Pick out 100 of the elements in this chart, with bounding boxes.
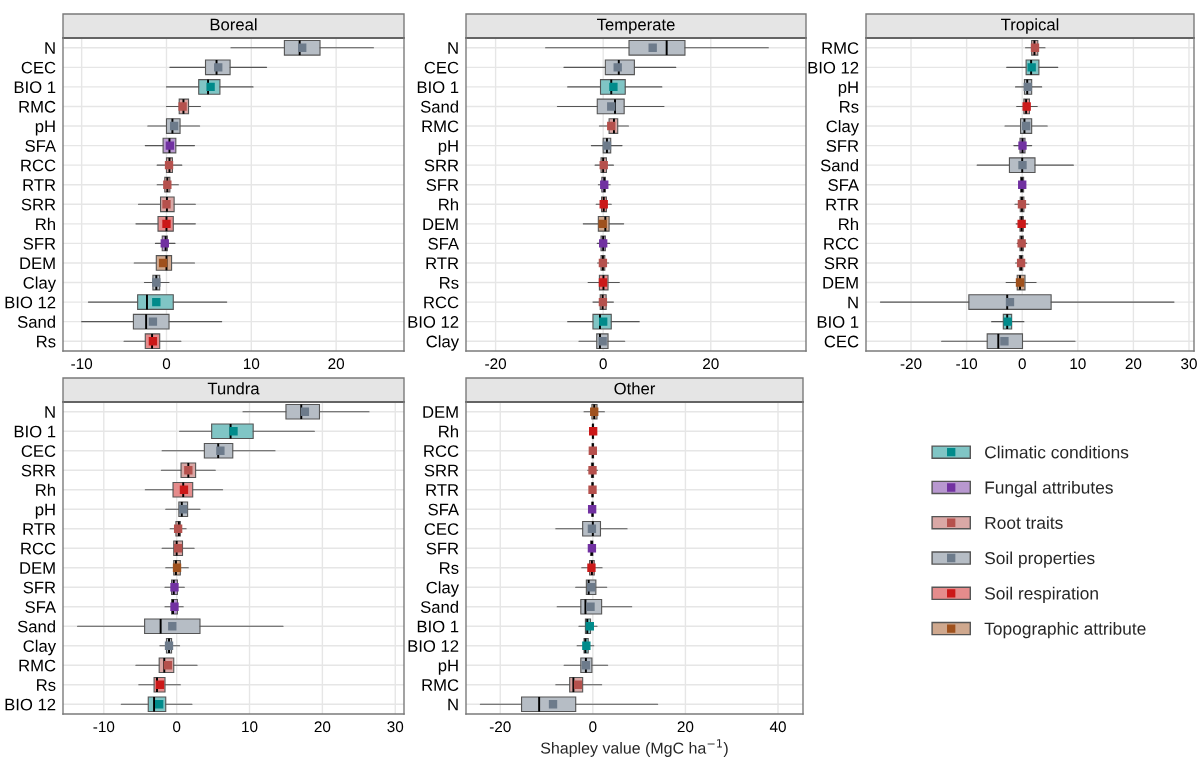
y-tick-label: RMC bbox=[422, 679, 459, 691]
y-tick-label: BIO 1 bbox=[14, 425, 56, 438]
y-tick-label: DEM bbox=[20, 257, 55, 270]
y-tick-label: SFR bbox=[23, 237, 56, 250]
y-tick-label: N bbox=[448, 698, 458, 711]
y-tick-label: Rh bbox=[439, 425, 458, 438]
x-tick-label: -20 bbox=[485, 358, 507, 370]
y-tick-label: SFR bbox=[826, 139, 859, 152]
x-tick-label: 30 bbox=[387, 721, 404, 733]
y-tick-label: pH bbox=[35, 120, 55, 136]
y-tick-label: CEC bbox=[824, 335, 859, 348]
y-tick-label: BIO 1 bbox=[417, 81, 459, 94]
y-tick-label: RCC bbox=[21, 542, 56, 555]
y-tick-label: CEC bbox=[21, 445, 56, 457]
x-tick-label: -10 bbox=[956, 358, 978, 370]
y-tick-label: N bbox=[45, 406, 55, 418]
y-tick-label: RTR bbox=[23, 523, 56, 535]
y-tick-label: Rh bbox=[839, 217, 858, 230]
legend-label: Soil properties bbox=[984, 551, 1095, 568]
y-tick-label: N bbox=[448, 42, 458, 54]
legend-label: Soil respiration bbox=[984, 586, 1098, 603]
y-tick-label: BIO 1 bbox=[817, 316, 859, 328]
y-tick-label: Clay bbox=[426, 581, 460, 597]
x-tick-label: 10 bbox=[242, 721, 258, 733]
y-tick-label: Rs bbox=[440, 277, 459, 289]
x-tick-label: 40 bbox=[769, 721, 786, 733]
y-tick-label: SRR bbox=[424, 159, 459, 172]
x-tick-label: 0 bbox=[599, 358, 607, 370]
x-tick-label: 20 bbox=[314, 721, 331, 733]
y-tick-label: RCC bbox=[424, 296, 459, 309]
x-tick-label: 10 bbox=[243, 358, 260, 370]
y-tick-label: RTR bbox=[826, 198, 859, 211]
y-tick-label: Sand bbox=[820, 159, 858, 172]
x-tick-label: 10 bbox=[1070, 358, 1086, 370]
y-tick-label: SRR bbox=[424, 464, 459, 477]
x-tick-label: 20 bbox=[1125, 358, 1142, 370]
y-tick-label: CEC bbox=[424, 61, 459, 74]
y-tick-label: pH bbox=[438, 140, 458, 156]
y-tick-label: Rh bbox=[439, 198, 458, 211]
y-tick-label: DEM bbox=[423, 218, 458, 230]
y-tick-label: Sand bbox=[420, 600, 458, 613]
y-tick-label: RMC bbox=[822, 42, 859, 54]
y-tick-label: BIO 1 bbox=[417, 620, 459, 633]
y-tick-label: SRR bbox=[824, 257, 859, 270]
y-tick-label: Rs bbox=[440, 562, 459, 574]
y-tick-label: Rs bbox=[37, 679, 56, 691]
x-tick-label: 0 bbox=[162, 358, 171, 370]
y-tick-label: SFA bbox=[428, 503, 460, 516]
y-tick-label: DEM bbox=[823, 277, 858, 289]
x-tick-label: -20 bbox=[900, 358, 922, 370]
y-tick-label: Sand bbox=[17, 620, 55, 633]
y-tick-label: RCC bbox=[424, 445, 459, 457]
x-tick-label: 30 bbox=[1181, 358, 1197, 370]
y-tick-label: CEC bbox=[21, 61, 56, 74]
y-tick-label: pH bbox=[438, 659, 458, 675]
y-tick-label: Rh bbox=[36, 483, 55, 496]
y-tick-label: DEM bbox=[20, 562, 55, 574]
chart-title: Other bbox=[614, 382, 656, 395]
y-tick-label: SFA bbox=[828, 179, 860, 191]
y-tick-label: Clay bbox=[426, 335, 460, 351]
y-tick-label: Clay bbox=[23, 639, 57, 656]
y-tick-label: SFA bbox=[428, 237, 460, 250]
y-tick-label: Rs bbox=[840, 101, 859, 113]
y-tick-label: BIO 12 bbox=[5, 698, 56, 711]
chart-title: Temperate bbox=[597, 18, 675, 34]
y-tick-label: SFR bbox=[426, 542, 459, 555]
y-tick-label: RTR bbox=[426, 257, 459, 270]
y-tick-label: RCC bbox=[21, 159, 56, 172]
y-tick-label: RMC bbox=[422, 120, 459, 133]
chart-title: Tundra bbox=[207, 382, 260, 395]
x-tick-label: 20 bbox=[328, 358, 345, 370]
y-tick-label: N bbox=[45, 42, 55, 54]
y-tick-label: SFA bbox=[25, 139, 57, 152]
y-tick-label: Clay bbox=[826, 119, 860, 136]
y-tick-label: SFR bbox=[426, 179, 459, 191]
y-tick-label: Sand bbox=[420, 100, 458, 113]
y-tick-label: BIO 12 bbox=[408, 316, 459, 328]
y-tick-label: SRR bbox=[21, 198, 56, 211]
legend-label: Climatic conditions bbox=[985, 445, 1129, 459]
x-tick-label: 20 bbox=[677, 721, 694, 733]
y-tick-label: RCC bbox=[824, 237, 859, 250]
x-tick-label: -20 bbox=[489, 721, 511, 733]
x-tick-label: 20 bbox=[703, 358, 719, 370]
y-tick-label: RMC bbox=[19, 659, 56, 672]
y-tick-label: RTR bbox=[426, 484, 459, 496]
y-tick-label: BIO 1 bbox=[14, 81, 56, 94]
x-axis-title: Shapley value (MgC ha$^{−1}$) bbox=[540, 739, 728, 757]
y-tick-label: CEC bbox=[424, 523, 459, 535]
chart-title: Boreal bbox=[210, 18, 257, 31]
x-tick-label: 0 bbox=[589, 721, 597, 733]
y-tick-label: BIO 12 bbox=[5, 296, 56, 309]
chart-title: Tropical bbox=[1001, 18, 1059, 34]
y-tick-label: BIO 12 bbox=[808, 61, 859, 74]
y-tick-label: RTR bbox=[23, 179, 56, 191]
y-tick-label: Clay bbox=[23, 276, 57, 293]
x-tick-label: -10 bbox=[71, 358, 93, 370]
y-tick-label: SFA bbox=[25, 601, 57, 613]
y-tick-label: BIO 12 bbox=[408, 640, 459, 652]
legend-label: Topographic attribute bbox=[984, 622, 1146, 639]
y-tick-label: Rs bbox=[37, 335, 56, 348]
